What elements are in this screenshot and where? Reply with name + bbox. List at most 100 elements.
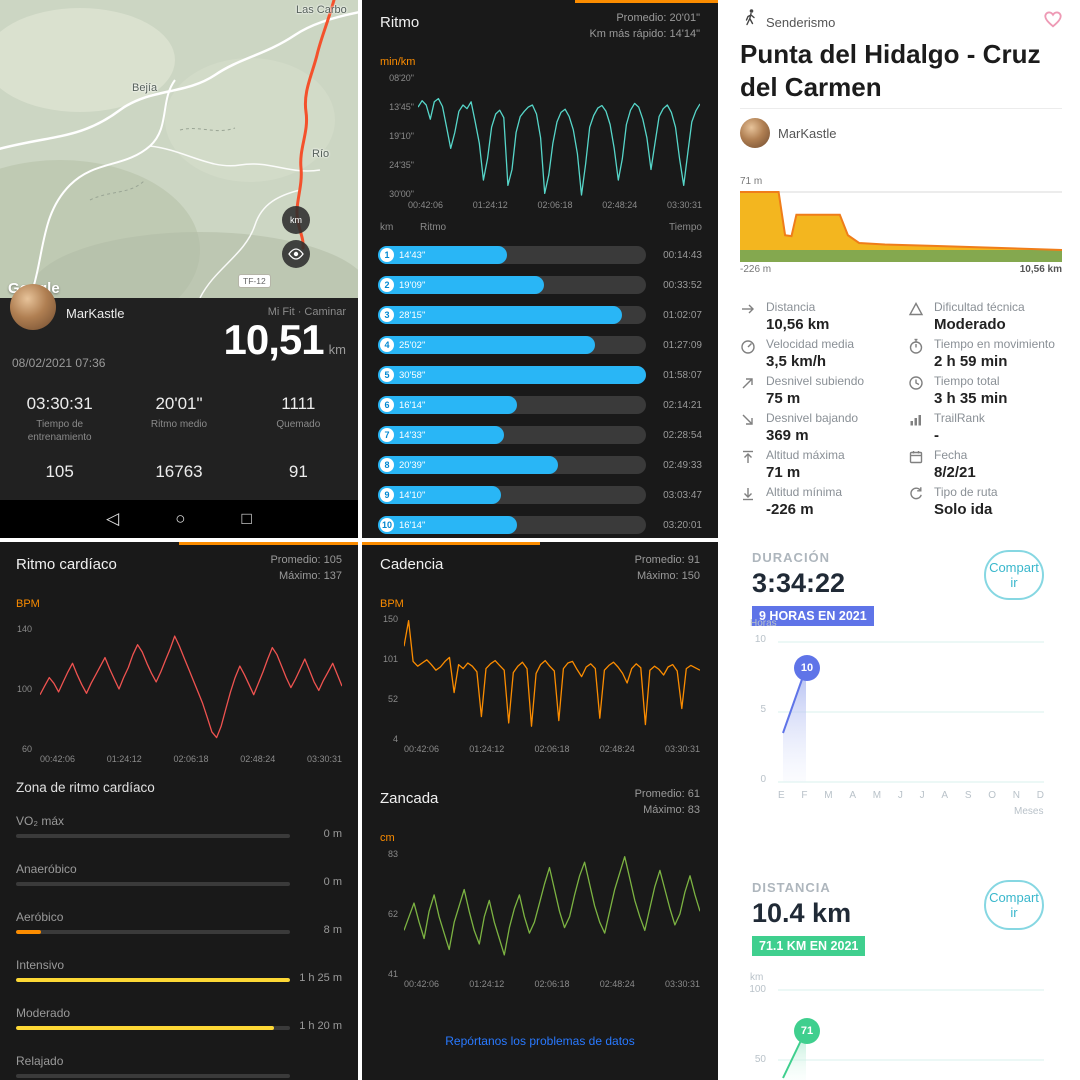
x-tick: 02:48:24 bbox=[599, 979, 635, 989]
unit-label: cm bbox=[380, 832, 395, 844]
km-number: 10 bbox=[380, 518, 394, 532]
elevation-max-label: 71 m bbox=[740, 176, 763, 187]
author-name[interactable]: MarKastle bbox=[778, 126, 837, 141]
back-button[interactable]: ◁ bbox=[106, 509, 120, 528]
split-time: 00:33:52 bbox=[663, 280, 702, 291]
x-tick: 02:48:24 bbox=[240, 754, 276, 764]
author-avatar[interactable] bbox=[740, 118, 770, 148]
zone-track bbox=[16, 1074, 290, 1078]
cadence-chart[interactable] bbox=[404, 619, 700, 739]
workout-stats-row-2: 105 16763 91 bbox=[0, 462, 358, 482]
pace-table-row: 5 30'58" 01:58:07 bbox=[378, 360, 702, 390]
pace-value: 20'39" bbox=[399, 459, 426, 471]
stat-item: Fecha 8/2/21 bbox=[908, 448, 1072, 481]
unit-label: BPM bbox=[380, 598, 404, 610]
report-data-problems-link[interactable]: Repórtanos los problemas de datos bbox=[445, 1034, 635, 1048]
stat-label: Ritmo medio bbox=[150, 419, 208, 430]
section-title: Cadencia bbox=[380, 556, 444, 573]
hours-point-badge[interactable]: 10 bbox=[794, 655, 820, 681]
wikiloc-yearly-stats-screen: DURACIÓN 3:34:22 9 HORAS EN 2021 Compart… bbox=[722, 542, 1080, 1080]
zone-value: 1 h 25 m bbox=[299, 972, 342, 984]
y-tick: 41 bbox=[387, 969, 398, 979]
pace-value: 14'43" bbox=[399, 249, 426, 261]
share-duration-button[interactable]: Compartir bbox=[984, 550, 1044, 600]
pace-table-row: 10 16'14" 03:20:01 bbox=[378, 510, 702, 538]
split-time: 02:49:33 bbox=[663, 460, 702, 471]
hiking-icon bbox=[740, 8, 760, 33]
pace-value: 28'15" bbox=[399, 309, 426, 321]
workout-summary bbox=[0, 298, 358, 500]
ascent-icon bbox=[740, 374, 758, 407]
km-number: 8 bbox=[380, 458, 394, 472]
km-point-badge[interactable]: 71 bbox=[794, 1018, 820, 1044]
km-marker-button[interactable]: km bbox=[282, 206, 310, 234]
heart-zone-row: Intensivo 1 h 25 m bbox=[16, 958, 342, 984]
zones-title: Zona de ritmo cardíaco bbox=[16, 780, 155, 795]
pace-value: 19'09" bbox=[399, 279, 426, 291]
total-distance: 10,51 km bbox=[224, 316, 346, 364]
cadence-max: Máximo: 150 bbox=[637, 570, 700, 582]
grid-tick: 5 bbox=[760, 704, 766, 715]
elevation-profile bbox=[740, 191, 1062, 262]
unit-label: BPM bbox=[16, 598, 40, 610]
split-time: 02:14:21 bbox=[663, 400, 702, 411]
km-number: 3 bbox=[380, 308, 394, 322]
tab-indicator bbox=[362, 542, 540, 545]
split-time: 03:20:01 bbox=[663, 520, 702, 531]
map-view[interactable]: Las Carbo Bejía Río TF-12 Google km bbox=[0, 0, 358, 352]
x-tick: 03:30:31 bbox=[306, 754, 342, 764]
pace-bar: 8 20'39" bbox=[378, 456, 558, 474]
x-tick: 02:48:24 bbox=[599, 744, 635, 754]
month-label: M bbox=[872, 790, 882, 801]
zone-track bbox=[16, 882, 290, 886]
x-tick: 00:42:06 bbox=[408, 200, 444, 210]
pace-value: 14'33" bbox=[399, 429, 426, 441]
heart-average: Promedio: 105 bbox=[270, 554, 342, 566]
pace-bar: 2 19'09" bbox=[378, 276, 544, 294]
share-distance-button[interactable]: Compartir bbox=[984, 880, 1044, 930]
y-tick: 83 bbox=[387, 849, 398, 859]
x-tick: 01:24:12 bbox=[472, 200, 508, 210]
heart-chart[interactable] bbox=[40, 629, 342, 749]
x-tick: 02:06:18 bbox=[173, 754, 209, 764]
home-button[interactable]: ○ bbox=[175, 509, 186, 528]
map-place-label: Las Carbo bbox=[296, 4, 347, 16]
wikiloc-trail-screen: Senderismo Punta del Hidalgo - Cruz del … bbox=[722, 0, 1080, 538]
pace-chart[interactable] bbox=[418, 76, 700, 196]
y-tick: 08'20" bbox=[389, 73, 414, 83]
pace-value: 16'14" bbox=[399, 399, 426, 411]
distance-value: 10.4 km bbox=[752, 898, 852, 928]
month-label: J bbox=[919, 790, 925, 801]
stride-average: Promedio: 61 bbox=[634, 788, 700, 800]
pace-bar: 10 16'14" bbox=[378, 516, 517, 534]
zone-name: Relajado bbox=[16, 1054, 64, 1068]
zone-track bbox=[16, 834, 290, 838]
y-tick: 101 bbox=[382, 654, 398, 664]
elevation-distance-label: 10,56 km bbox=[1019, 264, 1062, 275]
month-label: J bbox=[897, 790, 903, 801]
pace-table-row: 6 16'14" 02:14:21 bbox=[378, 390, 702, 420]
km-number: 2 bbox=[380, 278, 394, 292]
gauge-icon bbox=[740, 337, 758, 370]
heart-zone-row: Aeróbico 8 m bbox=[16, 910, 342, 936]
cadence-average: Promedio: 91 bbox=[634, 554, 700, 566]
stat-item: Tiempo total 3 h 35 min bbox=[908, 374, 1072, 407]
pace-table-row: 1 14'43" 00:14:43 bbox=[378, 240, 702, 270]
visibility-button[interactable] bbox=[282, 240, 310, 268]
x-tick: 00:42:06 bbox=[40, 754, 76, 764]
arrow-right-icon bbox=[740, 300, 758, 333]
avatar[interactable] bbox=[10, 284, 56, 330]
recents-button[interactable]: □ bbox=[241, 509, 252, 528]
stride-chart[interactable] bbox=[404, 854, 700, 974]
zone-name: Anaeróbico bbox=[16, 862, 77, 876]
stride-max: Máximo: 83 bbox=[643, 804, 700, 816]
duration-year-badge: 9 HORAS EN 2021 bbox=[752, 606, 874, 626]
month-label: M bbox=[824, 790, 833, 801]
stat-item: Tiempo en movimiento 2 h 59 min bbox=[908, 337, 1072, 370]
stat-item: Velocidad media 3,5 km/h bbox=[740, 337, 904, 370]
favorite-button[interactable] bbox=[1042, 8, 1064, 33]
trail-title: Punta del Hidalgo - Cruz del Carmen bbox=[740, 39, 1041, 102]
stat-value: 91 bbox=[288, 462, 308, 481]
y-tick: 52 bbox=[387, 694, 398, 704]
activity-type: Senderismo bbox=[766, 15, 836, 30]
